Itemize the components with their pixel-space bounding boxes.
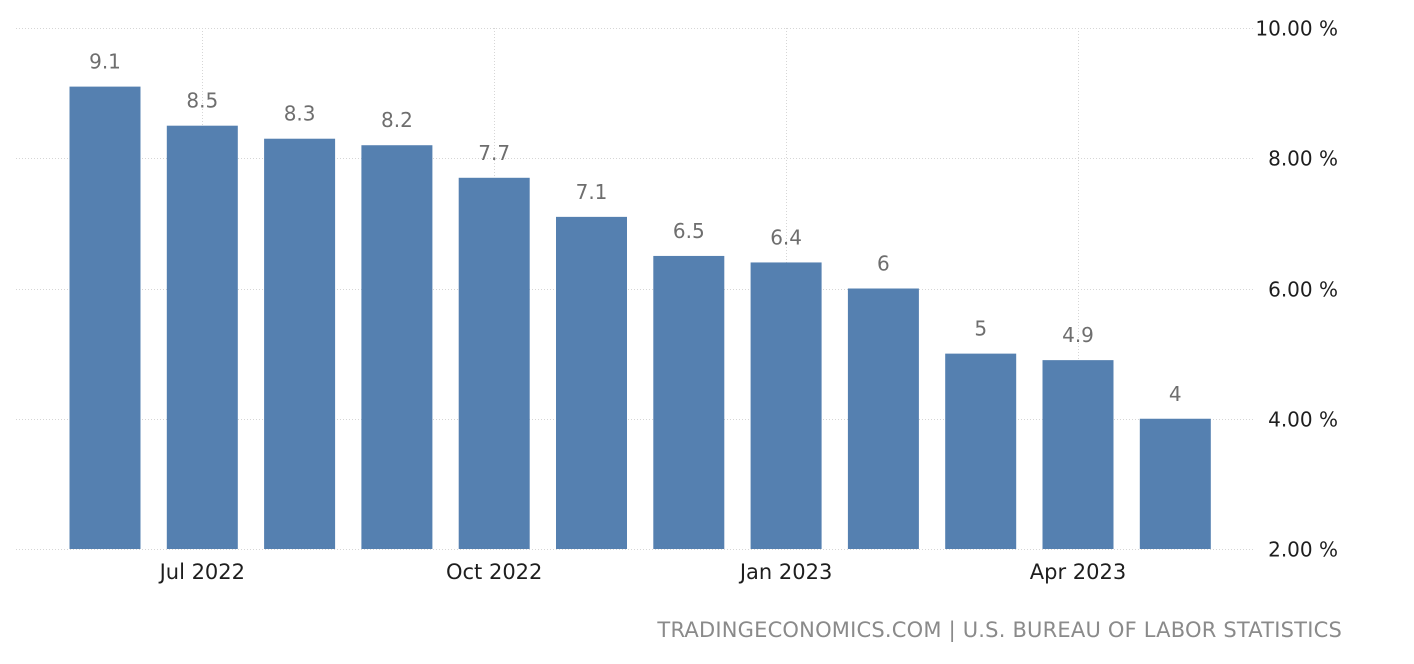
data-label: 7.1 [576,180,608,204]
bar [945,353,1017,549]
y-tick-label: 6.00 % [1268,278,1338,302]
bar [847,288,919,549]
bar [1042,360,1114,549]
data-label: 5 [974,317,987,341]
data-label: 6 [877,252,890,276]
source-credit: TRADINGECONOMICS.COM | U.S. BUREAU OF LA… [657,618,1342,642]
bar [1139,418,1211,549]
x-tick-label: Jul 2022 [158,560,245,584]
x-axis: Jul 2022 Oct 2022 Jan 2023 Apr 2023 [158,560,1127,584]
grid-layer [16,28,1254,550]
data-label: 8.3 [284,102,316,126]
data-label: 6.4 [770,225,802,249]
y-axis: 2.00 % 4.00 % 6.00 % 8.00 % 10.00 % [1255,17,1338,562]
data-label: 8.5 [186,89,218,113]
bar [653,255,725,549]
data-labels-layer: 9.1 8.5 8.3 8.2 7.7 7.1 6.5 6.4 6 5 4.9 4 [89,50,1182,406]
bar [166,125,238,549]
data-label: 9.1 [89,50,121,74]
bar [750,262,822,549]
bar [361,145,433,549]
x-tick-label: Apr 2023 [1030,560,1126,584]
data-label: 6.5 [673,219,705,243]
bar [458,177,530,549]
y-tick-label: 10.00 % [1255,17,1338,41]
data-label: 4 [1169,382,1182,406]
x-tick-label: Jan 2023 [738,560,833,584]
bar [556,216,627,550]
bar [69,86,141,550]
bar [264,138,336,549]
x-tick-label: Oct 2022 [446,560,542,584]
y-tick-label: 4.00 % [1268,408,1338,432]
bars-layer [69,86,1211,550]
y-tick-label: 8.00 % [1268,147,1338,171]
data-label: 7.7 [478,141,510,165]
data-label: 8.2 [381,108,413,132]
y-tick-label: 2.00 % [1268,538,1338,562]
data-label: 4.9 [1062,323,1094,347]
